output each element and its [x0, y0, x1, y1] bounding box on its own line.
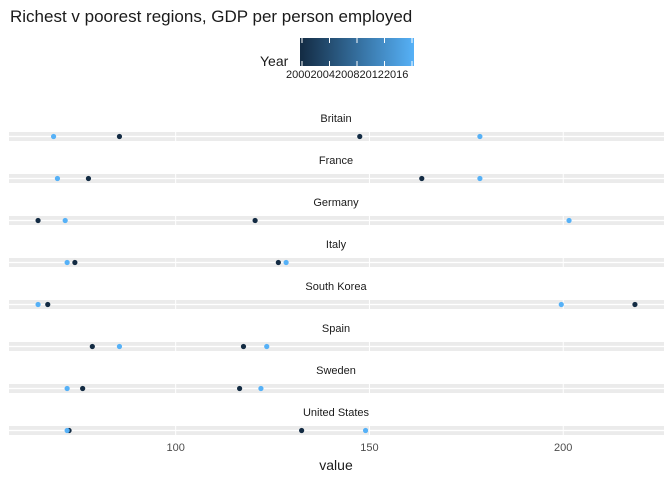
x-tick-label: 200	[554, 442, 572, 454]
data-point	[558, 301, 564, 308]
data-point	[240, 343, 247, 350]
legend-title: Year	[260, 53, 289, 69]
facet-label: Spain	[322, 323, 350, 335]
colorbar-tick-label: 2004	[310, 69, 334, 81]
colorbar-tick-label: 2012	[359, 69, 383, 81]
data-point	[64, 427, 70, 434]
facet-panel: France	[9, 155, 664, 183]
data-point	[89, 343, 95, 350]
facet-label: Sweden	[316, 365, 356, 377]
data-point	[275, 259, 281, 266]
data-point	[64, 385, 70, 392]
facet-panel: United States	[9, 407, 664, 435]
data-point	[72, 259, 78, 266]
data-point	[116, 343, 123, 350]
facet-panel: Spain	[9, 323, 664, 351]
colorbar-tick-label: 2008	[335, 69, 359, 81]
colorbar-tick-labels: 20002004200820122016	[286, 69, 408, 81]
facet-panel: Germany	[9, 197, 664, 225]
x-tick-label: 150	[360, 442, 378, 454]
chart-title: Richest v poorest regions, GDP per perso…	[10, 7, 412, 26]
data-point	[362, 427, 369, 434]
data-point	[283, 259, 289, 266]
colorbar-tick-label: 2016	[384, 69, 408, 81]
data-point	[35, 217, 41, 224]
data-point	[632, 301, 638, 308]
data-point	[62, 217, 68, 224]
colorbar-tick-label: 2000	[286, 69, 310, 81]
facet-label: Britain	[320, 113, 351, 125]
facet-panel: Britain	[9, 113, 664, 141]
data-point	[237, 385, 243, 392]
data-point	[566, 217, 572, 224]
data-point	[45, 301, 51, 308]
data-point	[477, 133, 483, 140]
data-point	[50, 133, 57, 140]
facet-panels: Britain France Germany Italy South Korea Spai…	[9, 113, 664, 435]
facet-label: Germany	[313, 197, 359, 209]
data-point	[419, 175, 425, 182]
data-point	[35, 301, 41, 308]
data-point	[252, 217, 258, 224]
data-point	[299, 427, 305, 434]
data-point	[357, 133, 363, 140]
facet-label: South Korea	[305, 281, 367, 293]
data-point	[116, 133, 123, 140]
facet-panel: South Korea	[9, 281, 664, 309]
x-axis-title: value	[319, 457, 353, 473]
data-point	[80, 385, 86, 392]
facet-label: Italy	[326, 239, 347, 251]
data-point	[85, 175, 92, 182]
facet-panel: Sweden	[9, 365, 664, 393]
facet-label: France	[319, 155, 353, 167]
data-point	[64, 259, 70, 266]
x-axis: 100 150 200	[166, 442, 572, 454]
facet-panel: Italy	[9, 239, 664, 267]
data-point	[264, 343, 270, 350]
data-point	[54, 175, 61, 182]
data-point	[477, 175, 483, 182]
x-tick-label: 100	[166, 442, 184, 454]
data-point	[258, 385, 264, 392]
facet-label: United States	[303, 407, 370, 419]
legend: Year 20002004200820122016	[260, 38, 414, 81]
